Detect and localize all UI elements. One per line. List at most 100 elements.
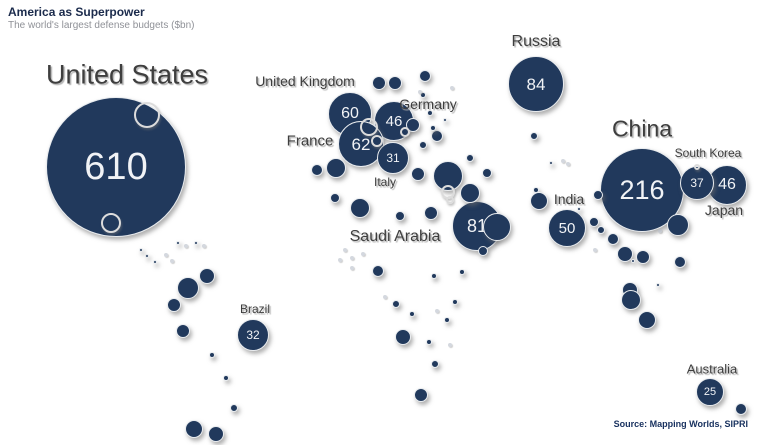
- minor-country-dot: [483, 213, 511, 241]
- bubble-value-germany: 46: [385, 112, 403, 130]
- bubble-south-korea: 37: [680, 166, 714, 200]
- minor-country-dot: [372, 265, 384, 277]
- bubble-value-china: 216: [619, 174, 665, 205]
- faint-dot: [658, 229, 662, 233]
- minor-country-dot: [589, 217, 599, 227]
- faint-dot: [593, 248, 597, 252]
- minor-country-dot: [388, 76, 402, 90]
- minor-country-dot: [411, 167, 425, 181]
- minor-country-dot: [431, 360, 439, 368]
- faint-dot: [361, 252, 365, 256]
- minor-country-dot: [153, 260, 157, 264]
- minor-country-dot: [577, 207, 581, 211]
- minor-country-dot: [426, 339, 432, 345]
- minor-country-dot: [667, 214, 689, 236]
- faint-dot: [418, 90, 422, 94]
- faint-dot: [450, 86, 454, 90]
- minor-country-dot: [419, 141, 427, 149]
- minor-country-dot: [621, 290, 641, 310]
- minor-country-dot: [431, 130, 443, 142]
- minor-country-dot: [199, 268, 215, 284]
- faint-dot: [164, 253, 168, 257]
- page-title: America as Superpower: [8, 5, 145, 19]
- faint-dot: [435, 309, 439, 313]
- faint-dot: [350, 256, 354, 260]
- country-label-saudi-arabia: Saudi Arabia: [349, 228, 441, 245]
- minor-country-dot: [185, 420, 203, 438]
- bubble-value-india: 50: [558, 219, 576, 237]
- minor-country-dot: [392, 300, 400, 308]
- country-label-australia: Australia: [686, 361, 738, 377]
- minor-country-dot: [431, 273, 437, 279]
- minor-country-dot: [406, 118, 420, 132]
- minor-country-dot: [460, 183, 480, 203]
- bubble-value-brazil: 32: [246, 328, 260, 342]
- minor-country-dot: [409, 311, 415, 317]
- country-label-france: France: [286, 132, 334, 150]
- outline-ring: [360, 118, 378, 136]
- bubble-value-saudi-arabia: 81: [466, 216, 488, 236]
- minor-country-dot: [444, 317, 450, 323]
- country-label-india: India: [553, 191, 585, 207]
- country-label-russia: Russia: [511, 33, 561, 50]
- bubble-value-united-kingdom: 60: [341, 105, 359, 122]
- minor-country-dot: [530, 132, 538, 140]
- bubble-value-italy: 31: [386, 151, 400, 165]
- bubble-value-russia: 84: [526, 74, 546, 94]
- bubble-value-united-states: 610: [84, 146, 148, 188]
- minor-country-dot: [452, 299, 458, 305]
- minor-country-dot: [638, 311, 656, 329]
- minor-country-dot: [530, 192, 548, 210]
- outline-ring: [694, 164, 700, 170]
- country-label-italy: Italy: [373, 175, 397, 189]
- source-credit: Source: Mapping Worlds, SIPRI: [613, 419, 748, 429]
- minor-country-dot: [177, 277, 199, 299]
- bubble-brazil: 32: [237, 319, 269, 351]
- outline-ring: [134, 102, 160, 128]
- faint-dot: [338, 258, 342, 262]
- minor-country-dot: [395, 329, 411, 345]
- page-subtitle: The world's largest defense budgets ($bn…: [8, 19, 195, 31]
- country-label-united-kingdom: United Kingdom: [255, 73, 355, 89]
- outline-ring: [400, 127, 410, 137]
- minor-country-dot: [636, 250, 650, 264]
- minor-country-dot: [372, 76, 386, 90]
- minor-country-dot: [420, 92, 426, 98]
- minor-country-dot: [443, 118, 447, 122]
- faint-dot: [561, 159, 565, 163]
- faint-dot: [170, 259, 174, 263]
- bubble-value-south-korea: 37: [690, 176, 704, 190]
- minor-country-dot: [419, 70, 431, 82]
- minor-country-dot: [430, 125, 436, 131]
- faint-dot: [343, 248, 347, 252]
- minor-country-dot: [145, 254, 149, 258]
- bubble-russia: 84: [508, 56, 564, 112]
- bubble-italy: 31: [377, 142, 409, 174]
- minor-country-dot: [167, 298, 181, 312]
- minor-country-dot: [478, 246, 488, 256]
- minor-country-dot: [549, 161, 553, 165]
- minor-country-dot: [427, 110, 433, 116]
- minor-country-dot: [617, 246, 633, 262]
- minor-country-dot: [597, 226, 605, 234]
- outline-ring: [371, 135, 383, 147]
- bubble-value-japan: 46: [718, 176, 736, 193]
- header: America as Superpower The world's larges…: [8, 5, 195, 31]
- bubble-value-france: 62: [351, 134, 371, 154]
- bubble-value-australia: 25: [703, 385, 717, 398]
- minor-country-dot: [459, 269, 465, 275]
- minor-country-dot: [674, 256, 686, 268]
- minor-country-dot: [350, 198, 370, 218]
- minor-country-dot: [482, 168, 492, 178]
- minor-country-dot: [330, 193, 340, 203]
- minor-country-dot: [223, 375, 229, 381]
- country-label-germany: Germany: [399, 96, 457, 112]
- minor-country-dot: [735, 403, 747, 415]
- faint-dot: [202, 244, 206, 248]
- minor-country-dot: [139, 248, 143, 252]
- minor-country-dot: [311, 164, 323, 176]
- minor-country-dot: [656, 283, 660, 287]
- faint-dot: [350, 266, 354, 270]
- minor-country-dot: [631, 259, 635, 263]
- bubble-india: 50: [548, 209, 586, 247]
